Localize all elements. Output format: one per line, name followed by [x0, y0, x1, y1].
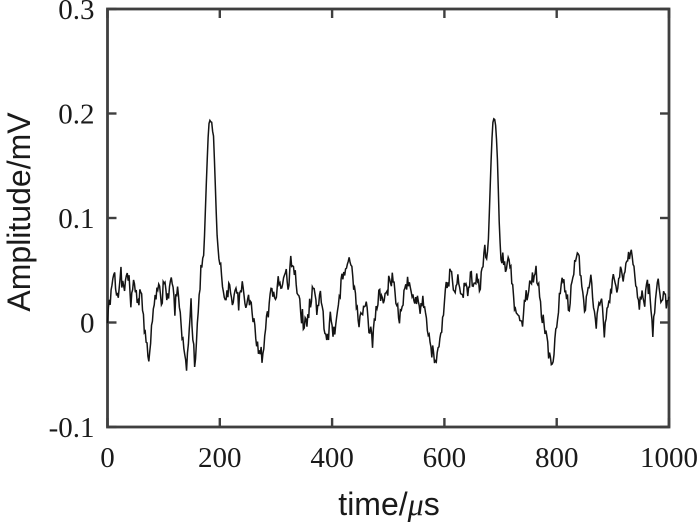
y-tick-label: -0.1	[49, 412, 95, 444]
x-tick-label: 600	[423, 442, 467, 474]
x-axis-label-pre: time/	[338, 486, 407, 522]
mu-symbol: μ	[407, 486, 424, 522]
x-axis-label: time/μs	[338, 486, 439, 522]
x-tick-label: 0	[100, 442, 115, 474]
x-tick-label: 800	[535, 442, 579, 474]
y-tick-label: 0.2	[58, 99, 94, 131]
y-tick-label: 0	[80, 308, 95, 340]
y-axis-label: Amplitude/mV	[1, 112, 37, 312]
plot-frame	[106, 7, 671, 429]
tick-labels: 0 200 400 600 800 1000-0.100.10.20.3	[49, 0, 698, 474]
tick-marks	[106, 7, 671, 429]
y-tick-label: 0.1	[58, 203, 94, 235]
y-tick-label: 0.3	[58, 0, 94, 26]
x-tick-label: 1000	[640, 442, 698, 474]
x-tick-label: 200	[198, 442, 242, 474]
x-axis-label-post: s	[424, 486, 440, 522]
x-tick-label: 400	[310, 442, 354, 474]
signal-trace	[106, 117, 670, 371]
